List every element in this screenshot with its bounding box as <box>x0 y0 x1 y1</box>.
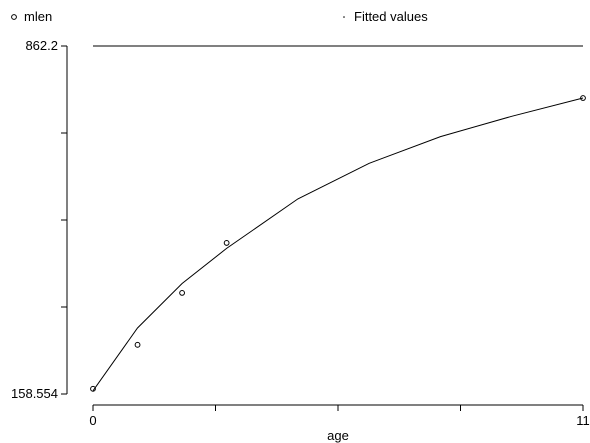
y-tick-label: 158.554 <box>11 386 58 401</box>
x-tick-label: 0 <box>89 413 96 428</box>
legend-marker-mlen <box>12 15 17 20</box>
plot-area <box>91 46 586 391</box>
legend-label-mlen: mlen <box>24 9 52 24</box>
x-axis-label: age <box>327 428 349 443</box>
mlen-point <box>180 290 185 295</box>
x-tick-label: 11 <box>576 413 590 428</box>
fitted-values-line <box>93 98 583 391</box>
mlen-point <box>135 342 140 347</box>
legend: mlen Fitted values <box>12 9 429 24</box>
y-tick-label: 862.2 <box>25 38 58 53</box>
axes: 158.554 862.2 0 11 <box>11 38 590 428</box>
legend-marker-fitted <box>343 16 345 18</box>
mlen-point <box>224 241 229 246</box>
legend-label-fitted: Fitted values <box>354 9 428 24</box>
